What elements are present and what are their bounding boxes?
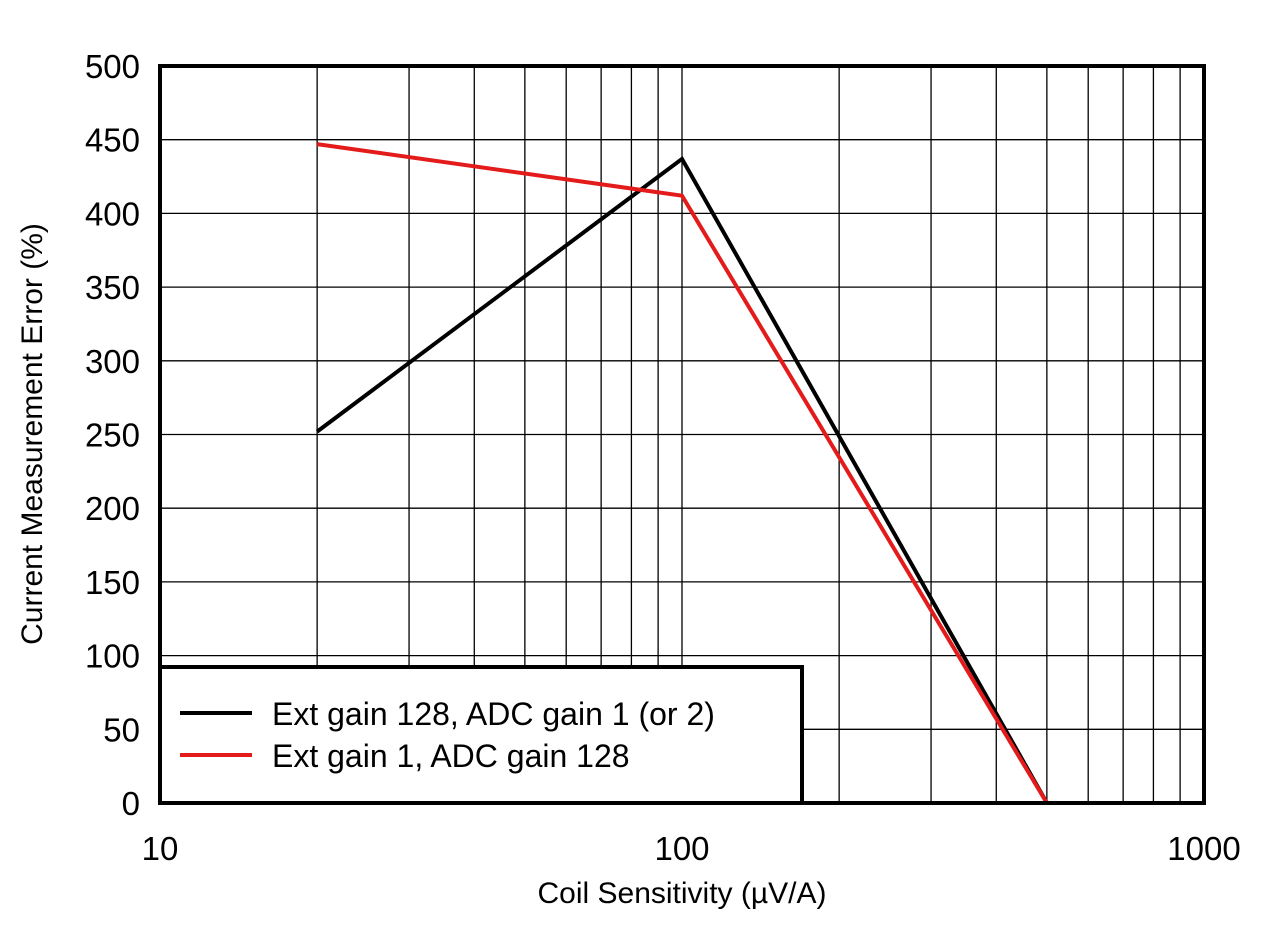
series-line-1 [316,142,1049,805]
series-layer [315,142,1049,805]
y-tick-label: 300 [85,343,140,380]
x-tick-label: 100 [654,830,709,867]
x-axis-title: Coil Sensitivity (µV/A) [537,877,826,910]
legend: Ext gain 128, ADC gain 1 (or 2) Ext gain… [158,665,804,805]
series-line-0 [315,155,1049,804]
y-tick-label: 400 [85,195,140,232]
legend-label-series-1: Ext gain 1, ADC gain 128 [272,738,630,774]
legend-box [158,665,804,805]
y-axis-title: Current Measurement Error (%) [16,223,49,645]
x-axis-ticks: 10 100 1000 [142,830,1241,867]
y-tick-label: 100 [85,638,140,675]
y-tick-label: 350 [85,269,140,306]
x-tick-label: 1000 [1167,830,1240,867]
y-tick-label: 450 [85,122,140,159]
y-tick-label: 200 [85,490,140,527]
y-tick-label: 150 [85,564,140,601]
y-tick-label: 500 [85,48,140,85]
x-tick-label: 10 [142,830,179,867]
y-tick-label: 250 [85,417,140,454]
y-tick-label: 0 [122,785,140,822]
legend-label-series-0: Ext gain 128, ADC gain 1 (or 2) [272,696,715,732]
y-axis-ticks: 0 50 100 150 200 250 300 350 400 450 500 [85,48,140,822]
y-tick-label: 50 [103,711,140,748]
